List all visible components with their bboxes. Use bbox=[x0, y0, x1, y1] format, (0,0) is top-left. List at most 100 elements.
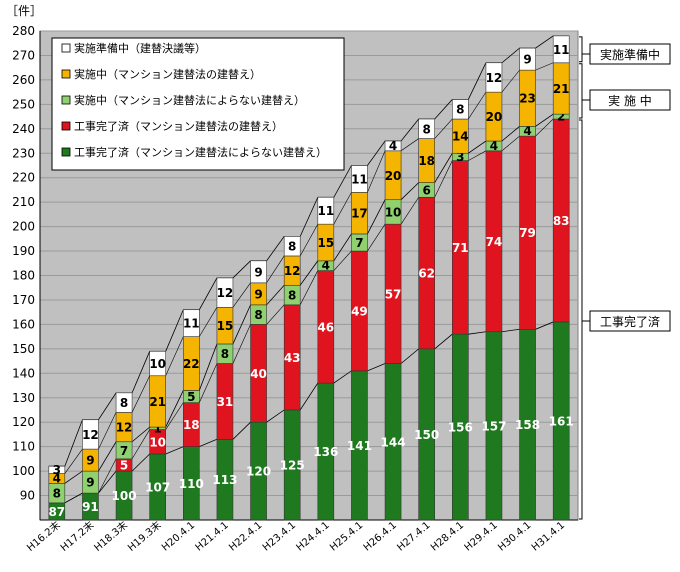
bar-value-label: 4 bbox=[490, 139, 498, 153]
bar-value-label: 15 bbox=[317, 236, 334, 250]
legend-label: 工事完了済（マンション建替法によらない建替え） bbox=[74, 145, 327, 159]
bar-value-label: 9 bbox=[254, 265, 262, 279]
bar-segment bbox=[552, 35, 570, 64]
bar-value-label: 9 bbox=[86, 476, 94, 490]
right-label-text: 工事完了済 bbox=[600, 314, 660, 329]
bar-value-label: 4 bbox=[523, 124, 531, 138]
bar-value-label: 8 bbox=[221, 347, 229, 361]
bar-value-label: 125 bbox=[280, 458, 305, 472]
y-tick-label: 190 bbox=[12, 244, 35, 258]
connector-lines bbox=[48, 35, 570, 504]
x-tick-label: H24.4.1 bbox=[295, 520, 332, 554]
bar-value-label: 20 bbox=[385, 169, 402, 183]
bar-value-label: 18 bbox=[418, 154, 435, 168]
bar-segment bbox=[250, 260, 267, 284]
x-tick-label: H30.4.1 bbox=[496, 520, 533, 554]
bar-stacks: 8784391991210057128107101211011018522111… bbox=[48, 35, 574, 521]
bar-value-label: 9 bbox=[523, 53, 531, 67]
x-tick-label: H17.2末 bbox=[58, 518, 97, 554]
x-tick-label: H20.4.1 bbox=[160, 520, 197, 554]
x-tick-label: H31.4.1 bbox=[530, 520, 567, 554]
bar-value-label: 11 bbox=[183, 317, 200, 331]
bar-value-label: 11 bbox=[553, 43, 570, 57]
bar-value-label: 8 bbox=[423, 122, 431, 136]
bar-value-label: 161 bbox=[549, 414, 574, 428]
bar-value-label: 43 bbox=[284, 351, 301, 365]
bar-value-label: 110 bbox=[179, 477, 204, 491]
bar-value-label: 156 bbox=[448, 421, 473, 435]
y-tick-label: 170 bbox=[12, 293, 35, 307]
bar-value-label: 6 bbox=[423, 183, 431, 197]
bar-value-label: 150 bbox=[414, 428, 439, 442]
bar-value-label: 8 bbox=[254, 308, 262, 322]
bar-value-label: 23 bbox=[519, 92, 536, 106]
bar-value-label: 20 bbox=[486, 110, 503, 124]
y-tick-label: 240 bbox=[12, 122, 35, 136]
bar-value-label: 3 bbox=[456, 150, 464, 164]
legend: 実施準備中（建替決議等） 実施中（マンション建替法の建替え） 実施中（マンション建替… bbox=[51, 37, 345, 171]
bar-value-label: 21 bbox=[149, 395, 166, 409]
y-tick-label: 140 bbox=[12, 366, 35, 380]
bar-value-label: 21 bbox=[553, 82, 570, 96]
bar-value-label: 83 bbox=[553, 214, 570, 228]
bar-segment bbox=[519, 47, 536, 71]
y-tick-label: 210 bbox=[12, 195, 35, 209]
y-tick-label: 120 bbox=[12, 415, 35, 429]
y-tick-label: 270 bbox=[12, 48, 35, 62]
legend-swatch bbox=[61, 43, 71, 53]
right-label-text: 実 施 中 bbox=[608, 93, 652, 108]
bar-segment bbox=[283, 236, 301, 257]
x-tick-label: H27.4.1 bbox=[395, 520, 432, 554]
y-axis: 9010011012013014015016017018019020021022… bbox=[12, 24, 578, 521]
bar-value-label: 12 bbox=[284, 264, 301, 278]
legend-label: 実施中（マンション建替法の建替え） bbox=[74, 67, 261, 81]
bar-value-label: 2 bbox=[557, 110, 565, 124]
bar-value-label: 9 bbox=[86, 454, 94, 468]
bar-value-label: 113 bbox=[212, 473, 237, 487]
bar-value-label: 17 bbox=[351, 207, 368, 221]
x-tick-label: H22.4.1 bbox=[227, 520, 264, 554]
bar-value-label: 57 bbox=[385, 287, 402, 301]
x-tick-label: H21.4.1 bbox=[194, 520, 231, 554]
right-label-box bbox=[589, 89, 671, 111]
bar-value-label: 62 bbox=[418, 267, 435, 281]
bar-value-label: 3 bbox=[53, 463, 61, 477]
x-tick-label: H28.4.1 bbox=[429, 520, 466, 554]
y-unit-label: ［件］ bbox=[6, 4, 42, 18]
connector-line bbox=[48, 113, 570, 484]
bar-value-label: 71 bbox=[452, 241, 469, 255]
bar-value-label: 10 bbox=[149, 357, 166, 371]
legend-swatch bbox=[61, 121, 71, 131]
bar-value-label: 100 bbox=[112, 489, 137, 503]
bar-value-label: 5 bbox=[120, 458, 128, 472]
bar-value-label: 9 bbox=[254, 287, 262, 301]
right-label-text: 実施準備中 bbox=[600, 47, 660, 62]
legend-label: 実施準備中（建替決議等） bbox=[74, 41, 206, 55]
bracket bbox=[579, 36, 583, 63]
bar-segment bbox=[317, 196, 335, 225]
x-tick-label: H26.4.1 bbox=[362, 520, 399, 554]
bar-value-label: 136 bbox=[313, 445, 338, 459]
bar-value-label: 14 bbox=[452, 130, 469, 144]
connector-line bbox=[48, 35, 570, 467]
bracket bbox=[579, 63, 583, 119]
y-tick-label: 160 bbox=[12, 317, 35, 331]
legend-box bbox=[51, 37, 345, 171]
bar-value-label: 18 bbox=[183, 418, 200, 432]
x-tick-label: H18.3末 bbox=[91, 518, 130, 554]
bar-value-label: 7 bbox=[120, 444, 128, 458]
bar-value-label: 8 bbox=[53, 487, 61, 501]
y-tick-label: 150 bbox=[12, 342, 35, 356]
bar-value-label: 107 bbox=[145, 480, 170, 494]
bar-segment bbox=[216, 277, 234, 308]
bar-value-label: 5 bbox=[187, 390, 195, 404]
bar-value-label: 157 bbox=[481, 419, 506, 433]
legend-swatch bbox=[61, 147, 71, 157]
bar-value-label: 12 bbox=[116, 421, 133, 435]
bar-segment bbox=[384, 140, 402, 152]
y-tick-label: 130 bbox=[12, 391, 35, 405]
bar-value-label: 158 bbox=[515, 418, 540, 432]
bar-segment bbox=[82, 419, 99, 450]
bar-value-label: 74 bbox=[486, 235, 503, 249]
